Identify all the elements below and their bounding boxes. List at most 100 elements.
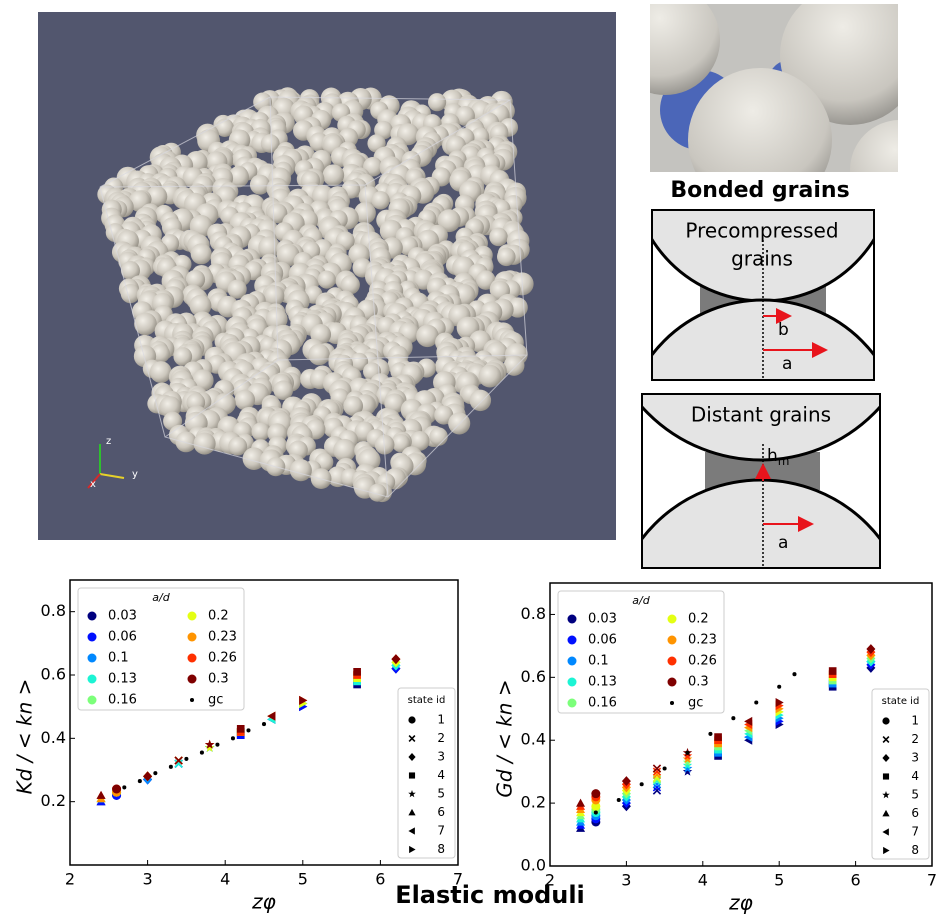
legend-label: 2 [911, 732, 919, 746]
x-tick-label: 6 [375, 870, 385, 889]
data-point [153, 771, 158, 776]
data-point [775, 697, 784, 707]
data-point [639, 782, 644, 787]
data-point [682, 750, 693, 760]
legend-marker [667, 635, 677, 645]
sphere [437, 209, 461, 233]
sphere [120, 261, 140, 281]
data-point [236, 725, 245, 733]
y-tick-label: 0.4 [521, 730, 546, 749]
legend-label: 0.26 [208, 651, 237, 666]
diagram-text: grains [731, 247, 793, 271]
legend-marker [882, 828, 889, 836]
legend-title: a/d [152, 591, 170, 604]
data-point [777, 684, 782, 689]
plot-frame [549, 582, 933, 867]
axes-triad: z y x [87, 436, 138, 490]
legend-label: 8 [437, 842, 445, 856]
legend-marker [409, 845, 416, 854]
legend-marker [567, 656, 577, 666]
diagram-label: a [778, 533, 788, 553]
legend-marker [882, 809, 890, 817]
legend-label: 5 [911, 788, 919, 802]
data-point [261, 722, 267, 727]
legend-marker [408, 772, 416, 779]
legend-label: 4 [911, 769, 919, 783]
sphere [391, 433, 411, 453]
legend-label: 0.26 [688, 654, 717, 669]
y-tick-label: 0.2 [41, 791, 66, 810]
legend-label: 0.06 [108, 630, 137, 645]
legend-label: 2 [437, 731, 445, 745]
sphere [260, 134, 280, 153]
render: z y x [38, 12, 616, 540]
sphere [354, 202, 376, 224]
sphere [185, 269, 206, 290]
data-point [299, 695, 308, 705]
legend-label: 0.2 [208, 609, 229, 624]
legend-label: 0.06 [588, 633, 617, 648]
legend-marker [187, 674, 197, 684]
sphere [134, 312, 157, 336]
diagram-label: h [767, 446, 778, 466]
legend-marker [882, 791, 890, 799]
x-tick-label: 5 [774, 871, 784, 890]
legend-marker [187, 611, 197, 621]
legend-label: 3 [911, 751, 919, 765]
data-point [122, 785, 127, 790]
cube-frame [99, 96, 528, 498]
data-point [174, 759, 183, 768]
diagram-label: a [782, 354, 792, 374]
y-tick-label: 0.2 [521, 793, 546, 812]
sphere [289, 459, 312, 482]
sphere [478, 364, 502, 388]
legend-label: 5 [437, 787, 445, 801]
data-point [662, 766, 667, 771]
data-point [652, 767, 662, 776]
sphere [409, 430, 430, 451]
x-tick-label: 2 [545, 871, 555, 890]
legend-label: 1 [437, 713, 445, 727]
legend-label: 0.1 [588, 654, 609, 669]
legend-title: a/d [632, 594, 650, 607]
sphere [242, 447, 266, 471]
diagram-distant: Distant grains hm a [641, 393, 881, 569]
x-axis-label: zφ [251, 890, 276, 914]
legend-marker [883, 846, 890, 855]
y-axis-label: Gd / < kn > [493, 679, 517, 797]
data-point [714, 733, 722, 741]
data-point [682, 760, 693, 770]
x-tick-label: 7 [453, 870, 463, 889]
sphere [427, 93, 447, 112]
data-point [391, 654, 401, 665]
legend-marker [87, 695, 97, 705]
legend-marker [408, 827, 415, 835]
sphere [227, 279, 247, 299]
sphere [434, 405, 454, 425]
data-point [652, 786, 662, 795]
y-tick-label: 0.4 [41, 728, 66, 747]
sphere [416, 324, 439, 348]
data-point [143, 771, 153, 782]
data-point [353, 668, 361, 676]
axis-label: y [132, 469, 138, 480]
legend-label: gc [208, 693, 223, 708]
sphere [175, 431, 197, 453]
legend-label: 4 [437, 768, 445, 782]
legend-marker [882, 736, 890, 743]
data-point [652, 770, 662, 779]
sphere [497, 247, 516, 267]
sphere [333, 438, 356, 462]
y-tick-label: 0.0 [521, 856, 546, 875]
data-point [230, 736, 235, 741]
sphere [189, 294, 212, 317]
sphere [317, 270, 336, 289]
sphere [273, 380, 294, 401]
data-point [652, 783, 662, 792]
legend-box [557, 590, 725, 714]
data-point [215, 742, 220, 747]
legend-marker [408, 808, 416, 816]
legend-label: 1 [911, 714, 919, 728]
data-point [828, 667, 837, 675]
legend-label: 8 [911, 843, 919, 857]
